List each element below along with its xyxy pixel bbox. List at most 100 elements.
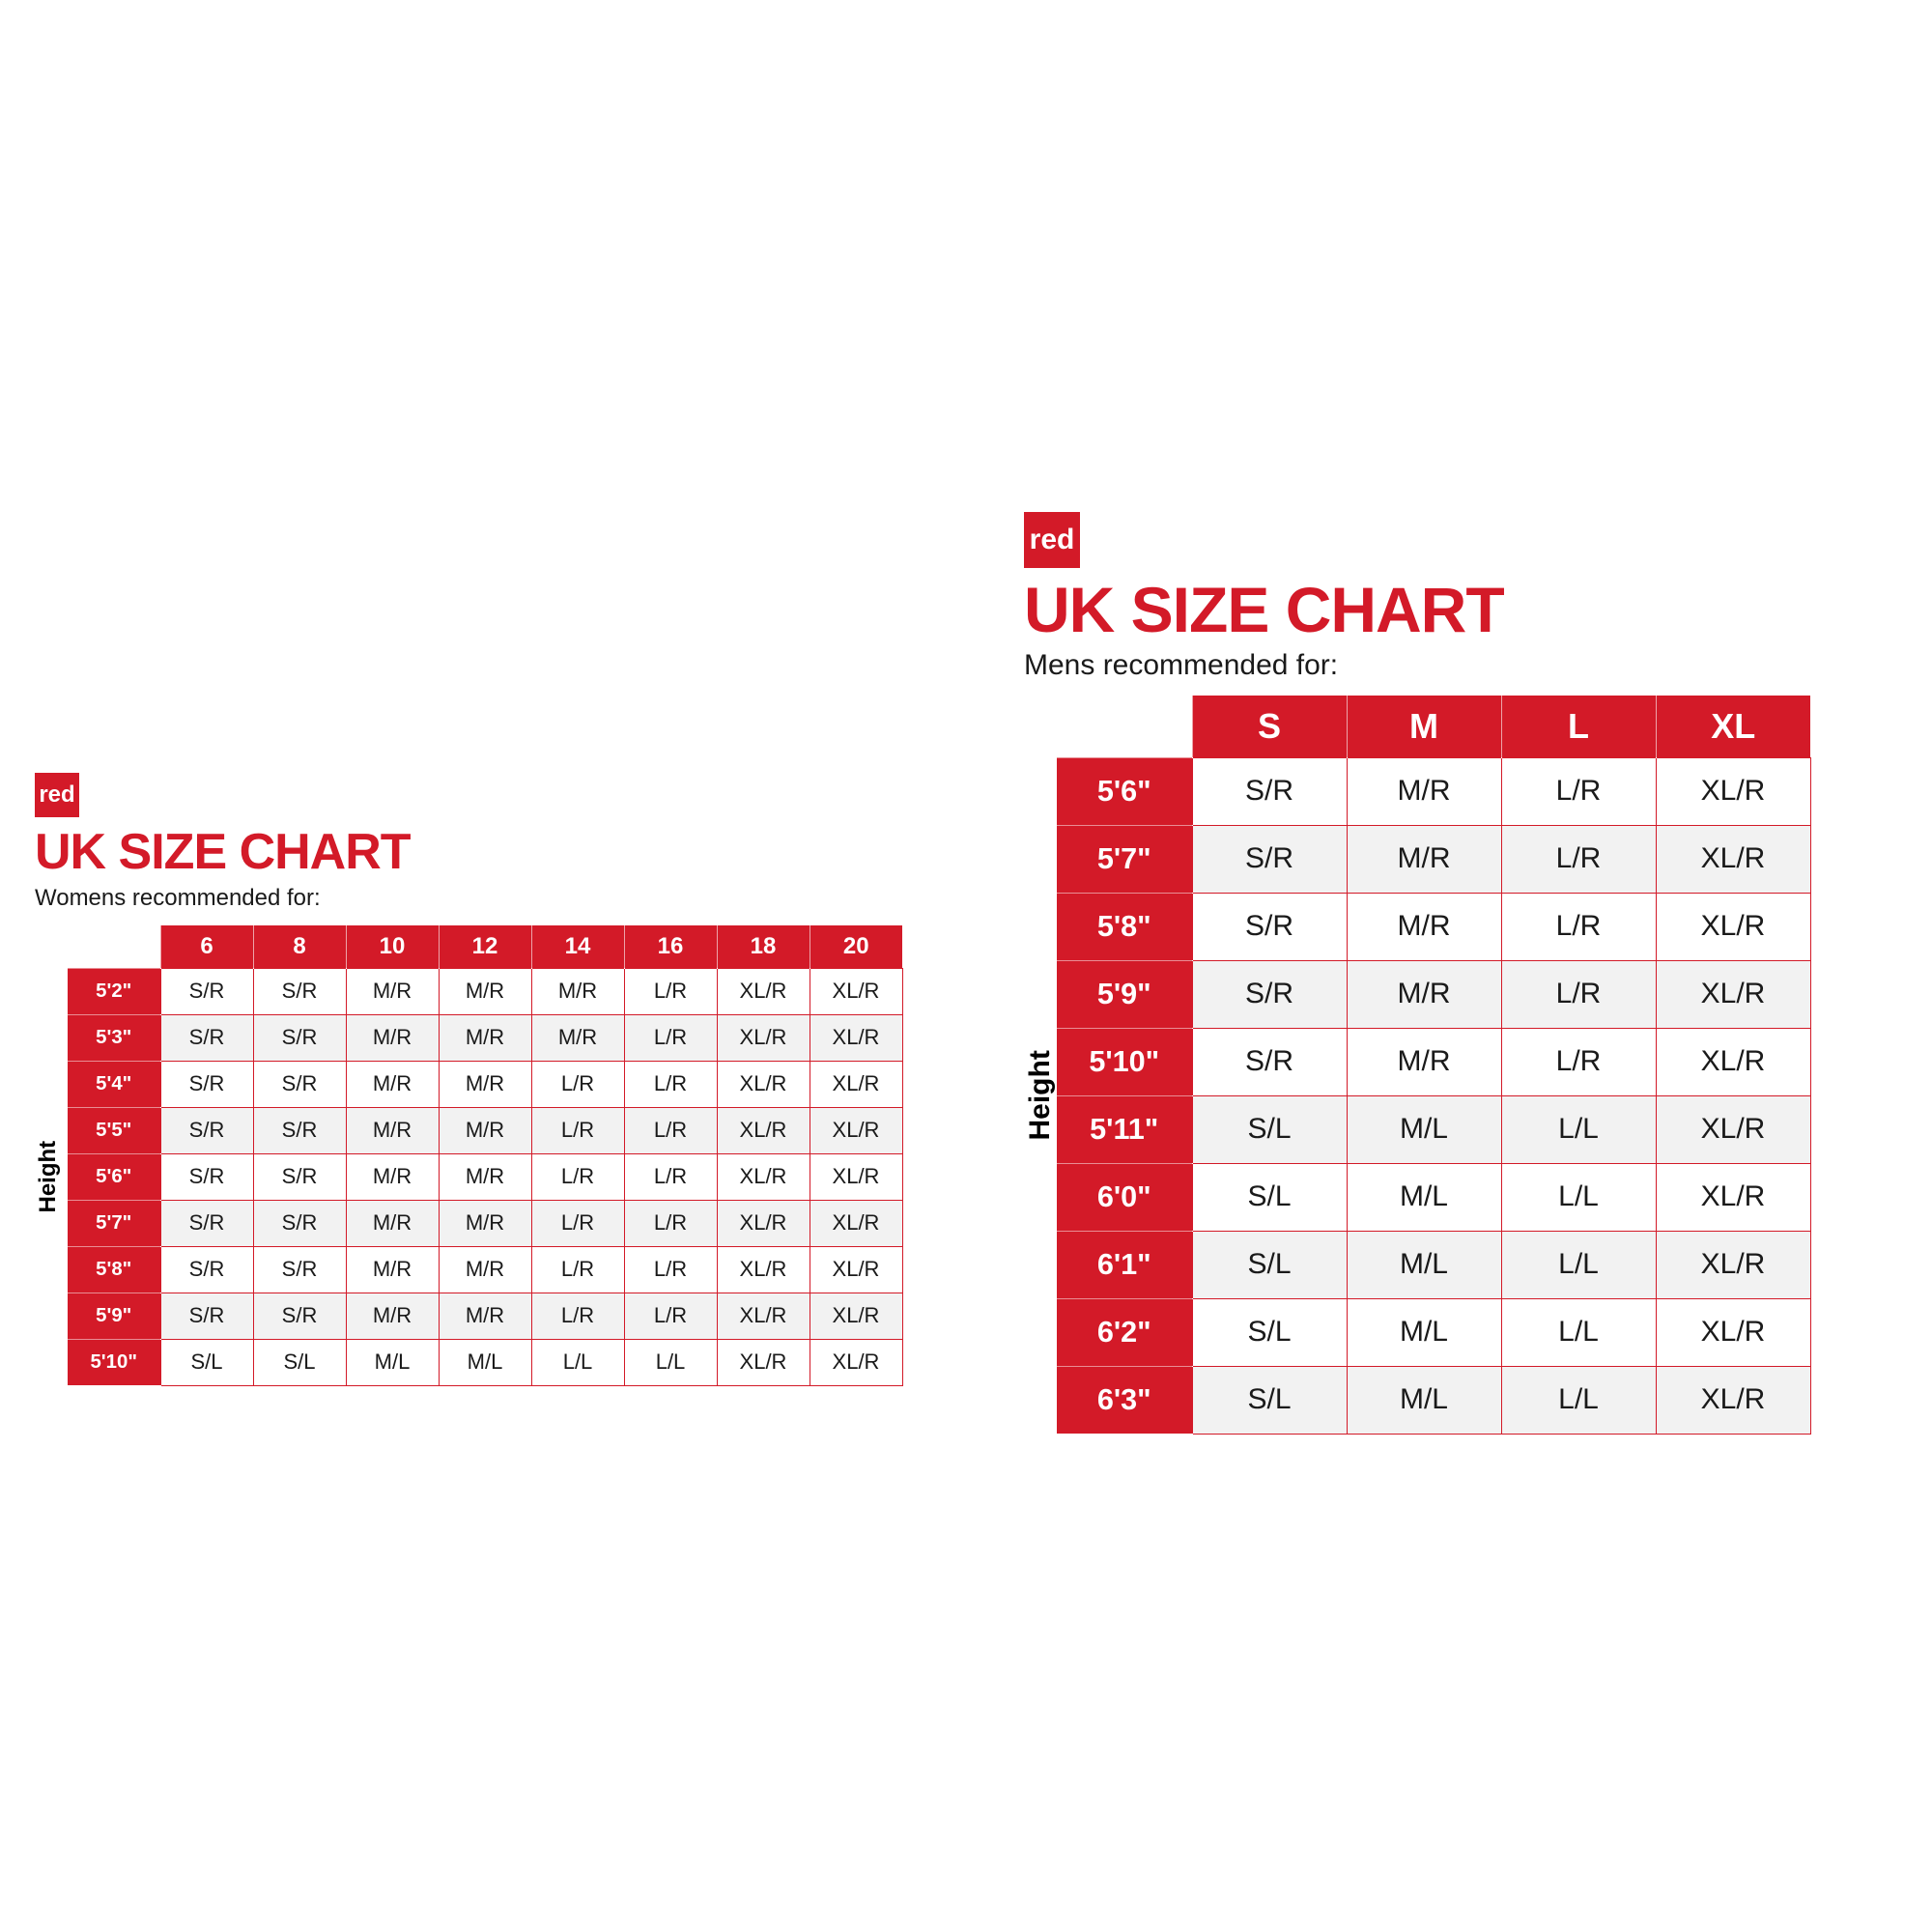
womens-corner [68, 925, 160, 968]
womens-logo: red [35, 773, 79, 817]
womens-row-header: 5'3" [68, 1014, 160, 1061]
womens-cell: XL/R [810, 1200, 902, 1246]
womens-cell: S/R [160, 1107, 253, 1153]
womens-cell: L/R [531, 1200, 624, 1246]
womens-col-header: 16 [624, 925, 717, 968]
womens-cell: XL/R [717, 1107, 810, 1153]
womens-cell: S/R [160, 1246, 253, 1293]
mens-cell: L/L [1501, 1298, 1656, 1366]
womens-cell: XL/R [810, 1153, 902, 1200]
mens-table-row: 6'3"S/LM/LL/LXL/R [1057, 1366, 1810, 1434]
womens-cell: L/R [624, 1246, 717, 1293]
mens-table-row: 5'8"S/RM/RL/RXL/R [1057, 893, 1810, 960]
womens-cell: L/R [624, 1107, 717, 1153]
womens-cell: M/R [531, 968, 624, 1014]
womens-cell: L/R [531, 1246, 624, 1293]
mens-cell: XL/R [1656, 1028, 1810, 1095]
mens-row-header: 6'1" [1057, 1231, 1192, 1298]
womens-cell: XL/R [717, 1061, 810, 1107]
womens-cell: S/R [160, 1014, 253, 1061]
mens-table-wrap: HeightSMLXL5'6"S/RM/RL/RXL/R5'7"S/RM/RL/… [1024, 696, 1811, 1435]
mens-cell: XL/R [1656, 1366, 1810, 1434]
mens-row-header: 5'10" [1057, 1028, 1192, 1095]
mens-cell: M/R [1347, 960, 1501, 1028]
womens-row-header: 5'2" [68, 968, 160, 1014]
womens-cell: S/R [160, 1153, 253, 1200]
womens-col-header: 20 [810, 925, 902, 968]
womens-col-header: 18 [717, 925, 810, 968]
womens-cell: L/L [531, 1339, 624, 1385]
womens-cell: M/R [439, 1200, 531, 1246]
womens-cell: M/L [346, 1339, 439, 1385]
womens-title: UK SIZE CHART [35, 827, 903, 877]
mens-table-row: 6'2"S/LM/LL/LXL/R [1057, 1298, 1810, 1366]
womens-cell: XL/R [810, 1246, 902, 1293]
womens-table-row: 5'3"S/RS/RM/RM/RM/RL/RXL/RXL/R [68, 1014, 902, 1061]
mens-cell: M/R [1347, 893, 1501, 960]
womens-cell: S/R [253, 1061, 346, 1107]
womens-cell: XL/R [717, 1200, 810, 1246]
womens-cell: XL/R [717, 1153, 810, 1200]
mens-title: UK SIZE CHART [1024, 578, 1811, 641]
mens-cell: L/L [1501, 1231, 1656, 1298]
mens-size-chart: redUK SIZE CHARTMens recommended for:Hei… [1024, 512, 1811, 1435]
womens-cell: XL/R [810, 1293, 902, 1339]
womens-col-header: 8 [253, 925, 346, 968]
womens-table-row: 5'4"S/RS/RM/RM/RL/RL/RXL/RXL/R [68, 1061, 902, 1107]
womens-cell: L/R [624, 1293, 717, 1339]
womens-table-row: 5'2"S/RS/RM/RM/RM/RL/RXL/RXL/R [68, 968, 902, 1014]
mens-cell: XL/R [1656, 960, 1810, 1028]
womens-cell: M/R [346, 1014, 439, 1061]
womens-table-wrap: Height681012141618205'2"S/RS/RM/RM/RM/RL… [35, 925, 903, 1386]
mens-cell: M/L [1347, 1095, 1501, 1163]
mens-table-row: 5'7"S/RM/RL/RXL/R [1057, 825, 1810, 893]
womens-height-axis-label: Height [35, 968, 68, 1386]
womens-cell: S/R [253, 1107, 346, 1153]
mens-cell: L/L [1501, 1366, 1656, 1434]
mens-cell: S/R [1192, 1028, 1347, 1095]
womens-cell: S/R [253, 1293, 346, 1339]
mens-table-row: 6'1"S/LM/LL/LXL/R [1057, 1231, 1810, 1298]
mens-corner [1057, 696, 1192, 757]
mens-table-row: 5'6"S/RM/RL/RXL/R [1057, 757, 1810, 825]
womens-cell: XL/R [717, 1293, 810, 1339]
womens-cell: L/R [624, 1153, 717, 1200]
mens-col-header: XL [1656, 696, 1810, 757]
womens-cell: L/R [531, 1107, 624, 1153]
womens-cell: M/R [439, 1153, 531, 1200]
womens-table: 681012141618205'2"S/RS/RM/RM/RM/RL/RXL/R… [68, 925, 903, 1386]
womens-cell: L/L [624, 1339, 717, 1385]
mens-cell: S/L [1192, 1163, 1347, 1231]
mens-cell: XL/R [1656, 825, 1810, 893]
womens-row-header: 5'10" [68, 1339, 160, 1385]
womens-cell: L/R [624, 1200, 717, 1246]
mens-cell: S/L [1192, 1366, 1347, 1434]
womens-cell: L/R [624, 968, 717, 1014]
mens-subtitle: Mens recommended for: [1024, 649, 1811, 682]
mens-cell: S/L [1192, 1095, 1347, 1163]
womens-row-header: 5'9" [68, 1293, 160, 1339]
mens-row-header: 6'3" [1057, 1366, 1192, 1434]
mens-cell: L/R [1501, 757, 1656, 825]
womens-cell: M/R [346, 1153, 439, 1200]
mens-cell: XL/R [1656, 893, 1810, 960]
womens-cell: S/L [160, 1339, 253, 1385]
womens-cell: S/R [160, 1293, 253, 1339]
mens-cell: L/R [1501, 1028, 1656, 1095]
womens-col-header: 12 [439, 925, 531, 968]
womens-cell: L/R [531, 1153, 624, 1200]
womens-table-row: 5'8"S/RS/RM/RM/RL/RL/RXL/RXL/R [68, 1246, 902, 1293]
mens-cell: S/R [1192, 893, 1347, 960]
womens-cell: XL/R [717, 968, 810, 1014]
mens-cell: L/R [1501, 893, 1656, 960]
mens-cell: XL/R [1656, 1163, 1810, 1231]
womens-cell: L/R [531, 1293, 624, 1339]
womens-row-header: 5'4" [68, 1061, 160, 1107]
womens-cell: S/R [253, 1153, 346, 1200]
womens-row-header: 5'8" [68, 1246, 160, 1293]
mens-row-header: 5'11" [1057, 1095, 1192, 1163]
womens-cell: M/R [346, 1293, 439, 1339]
mens-cell: M/L [1347, 1163, 1501, 1231]
womens-cell: XL/R [717, 1339, 810, 1385]
womens-cell: L/R [531, 1061, 624, 1107]
